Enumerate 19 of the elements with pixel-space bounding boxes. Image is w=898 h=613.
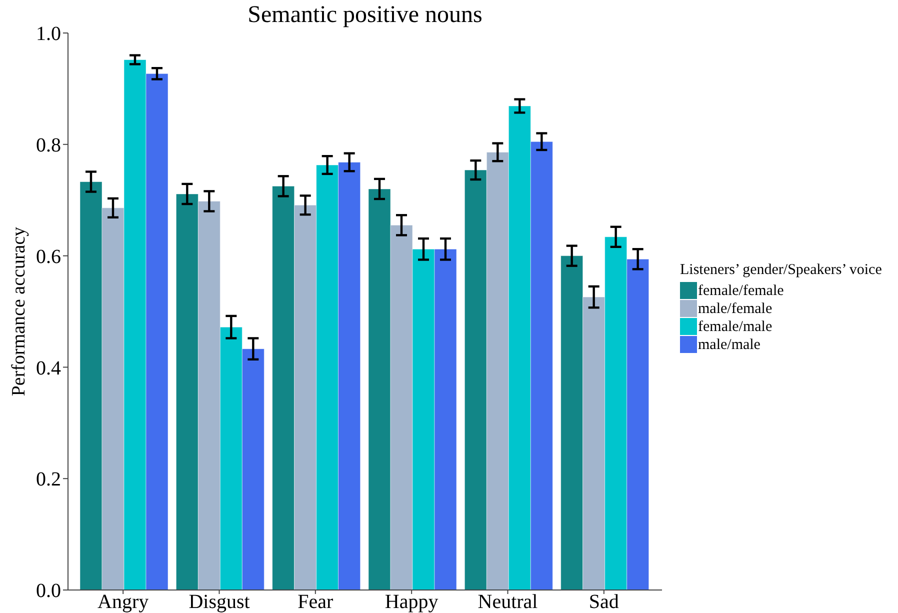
legend-label: male/female (698, 300, 772, 318)
legend-title: Listeners’ gender/Speakers’ voice (680, 260, 882, 280)
y-tick-label: 0.6 (36, 246, 61, 268)
legend-label: female/male (698, 318, 772, 336)
y-tick-label: 0.2 (36, 468, 61, 491)
chart-title: Semantic positive nouns (246, 1, 484, 29)
x-tick-label: Sad (588, 591, 619, 613)
x-tick-label: Disgust (188, 591, 250, 613)
y-tick-label: 0.8 (36, 134, 61, 156)
y-tick-label: 0.4 (36, 357, 61, 380)
y-tick-label: 0.0 (36, 580, 61, 602)
legend-label: male/male (698, 336, 760, 354)
x-tick-label: Neutral (478, 591, 538, 613)
y-tick-label: 1.0 (36, 23, 61, 46)
x-tick-label: Fear (298, 591, 334, 613)
x-tick-label: Happy (384, 591, 438, 613)
x-tick-label: Angry (98, 591, 149, 613)
legend-label: female/female (698, 282, 784, 300)
y-axis-title: Performance accuracy (8, 226, 30, 396)
